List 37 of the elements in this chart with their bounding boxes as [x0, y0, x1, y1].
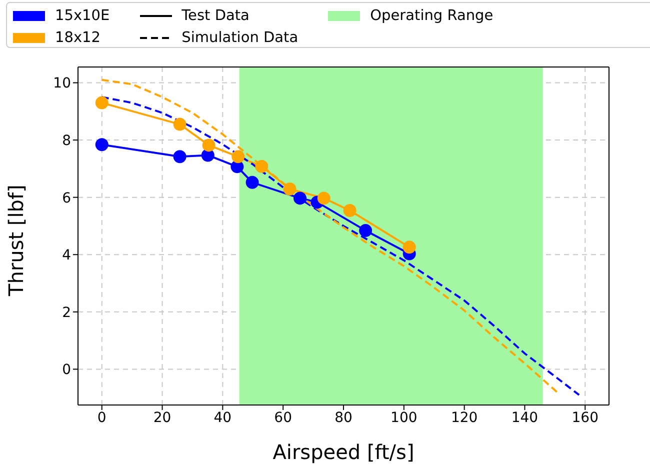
point [294, 192, 307, 205]
point [202, 138, 216, 152]
point [317, 192, 330, 205]
text: Simulation Data [182, 30, 298, 46]
x-tick-label: 40 [214, 410, 232, 426]
y-tick-label: 8 [62, 133, 71, 150]
y-tick-label: 6 [62, 190, 72, 206]
point [343, 204, 356, 218]
point [232, 150, 245, 164]
point [230, 160, 244, 174]
point [173, 150, 186, 164]
legend-label: 15x10E [55, 8, 110, 24]
point [255, 160, 268, 173]
y-axis-title: Thrust [lbf] [4, 184, 28, 297]
point [95, 96, 108, 110]
x-tick-label: 160 [572, 410, 599, 426]
y-tick-label: 10 [53, 76, 71, 92]
point [246, 176, 259, 189]
legend-label: Operating Range [370, 8, 494, 24]
point [283, 182, 296, 196]
text: Test Data [182, 8, 250, 24]
x-tick-label: 20 [153, 410, 172, 426]
y-tick-label: 0 [62, 362, 71, 378]
y-tick-label: 4 [62, 248, 72, 264]
legend-label: 18x12 [55, 30, 100, 46]
x-tick-label: 80 [334, 410, 352, 426]
x-tick-label: 120 [450, 410, 478, 426]
x-axis-title: Airspeed [ft/s] [272, 440, 414, 464]
point [359, 224, 372, 238]
x-tick-label: 0 [97, 410, 106, 426]
point [402, 240, 416, 254]
x-tick-label: 140 [511, 410, 538, 426]
x-tick-label: 100 [390, 410, 418, 426]
point [95, 138, 108, 152]
x-tick-label: 60 [274, 410, 292, 426]
y-tick-label: 2 [62, 304, 71, 321]
point [173, 118, 186, 131]
